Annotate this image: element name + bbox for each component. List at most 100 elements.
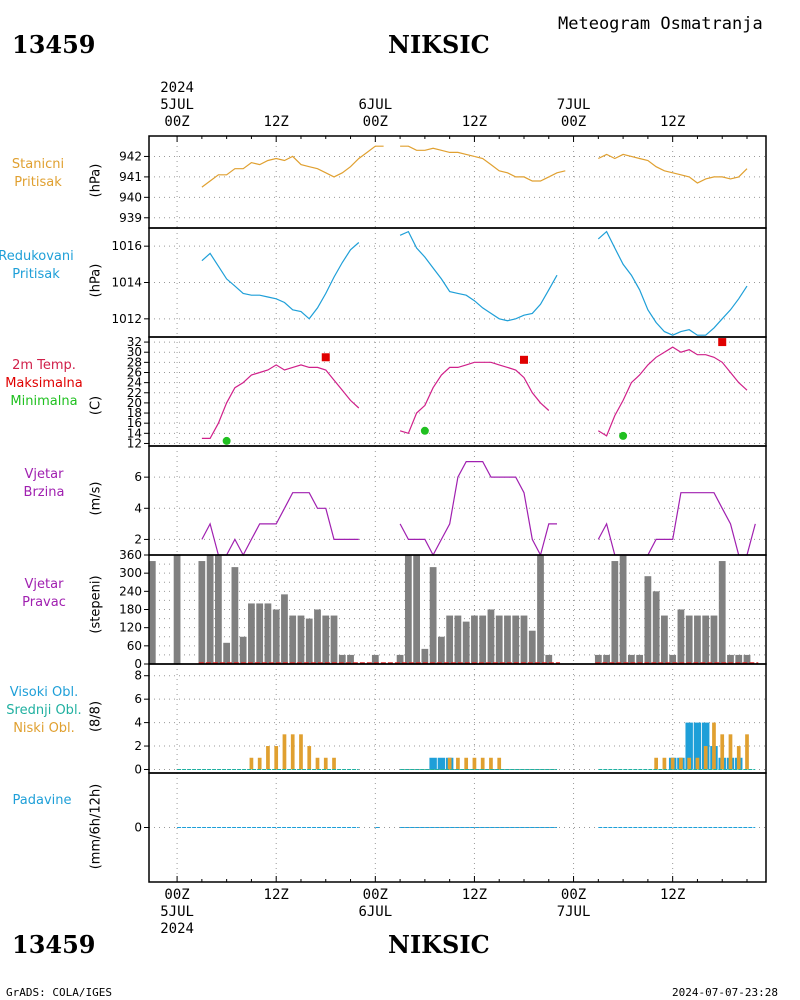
y-tick-label: 8 [134, 669, 142, 683]
wind-direction-bar [396, 654, 404, 664]
y-tick-label: 0 [134, 762, 142, 776]
wind-direction-bar [495, 615, 503, 664]
high-cloud-bar [685, 722, 693, 770]
label-wind-speed: Vjetar Brzina [0, 466, 90, 502]
low-cloud-bar [728, 734, 733, 770]
low-cloud-bar [662, 757, 667, 770]
wind-direction-bar [438, 636, 445, 664]
time-label-line: 7JUL [556, 904, 591, 920]
label-wind-direction: Vjetar Pravac [0, 576, 90, 612]
low-cloud-bar [703, 746, 708, 770]
high-cloud-bar [437, 757, 446, 770]
min-temp-marker [222, 436, 231, 445]
y-tick-label: 60 [127, 639, 142, 653]
label-station-pressure: Stanicni Pritisak [0, 156, 84, 192]
label-temperature: 2m Temp. Maksimalna Minimalna [0, 357, 90, 411]
y-tick-label: 18 [127, 406, 142, 420]
station-id-top: 13459 [12, 30, 96, 59]
wind-direction-bar [669, 654, 677, 664]
temperature-line [597, 346, 748, 437]
wind-direction-bar [537, 555, 544, 664]
time-label: 2024 5JUL 00Z [147, 80, 207, 131]
station-id-bottom: 13459 [12, 930, 96, 959]
y-tick-label: 28 [127, 355, 142, 369]
label-line: Niski Obl. [13, 721, 75, 736]
time-label-line: 00Z [560, 114, 587, 130]
y-tick-label: 360 [119, 548, 142, 562]
time-label-line: 5JUL [160, 904, 194, 920]
station-pressure-line [201, 145, 384, 188]
time-label-line: 00Z [362, 114, 388, 130]
low-cloud-bar [315, 757, 320, 770]
wind-direction-bar [413, 555, 421, 664]
time-label-line: 00Z [164, 114, 190, 130]
wind-direction-bar [743, 654, 751, 664]
low-cloud-bar [257, 757, 262, 770]
y-tick-label: 26 [127, 365, 142, 379]
time-label: 00Z 7JUL [544, 887, 604, 921]
station-name-bottom: NIKSIC [388, 930, 490, 959]
low-cloud-bar [266, 746, 270, 770]
wind-direction-bar [718, 561, 726, 664]
wind-direction-bar [677, 609, 685, 664]
wind-speed-line [399, 461, 557, 557]
y-tick-label: 0 [134, 821, 142, 835]
wind-speed-line [597, 492, 756, 556]
wind-direction-bar [446, 615, 454, 664]
y-tick-label: 120 [119, 621, 142, 635]
max-temp-marker [718, 338, 727, 347]
y-tick-label: 180 [119, 603, 142, 617]
low-cloud-bar [307, 746, 312, 770]
panel-frame [148, 135, 767, 229]
wind-direction-bar [603, 654, 610, 664]
wind-direction-bar [281, 594, 288, 664]
time-label: 12Z [643, 114, 703, 131]
y-tick-label: 6 [134, 470, 142, 484]
timestamp-text: 2024-07-07-23:28 [672, 986, 778, 999]
wind-direction-bar [504, 615, 511, 664]
wind-direction-bar [338, 654, 346, 664]
high-cloud-bar [429, 757, 437, 770]
label-line: Maksimalna [5, 376, 83, 391]
low-cloud-bar [695, 757, 700, 770]
wind-direction-bar [685, 615, 693, 664]
y-tick-label: 1014 [111, 276, 142, 290]
low-cloud-bar [497, 757, 502, 770]
time-label: 00Z 5JUL 2024 [147, 887, 207, 938]
y-tick-label: 24 [127, 376, 142, 390]
low-cloud-bar [323, 757, 328, 770]
reduced-pressure-line [201, 242, 360, 320]
panel-frame [148, 445, 767, 556]
y-tick-label: 2 [134, 532, 142, 546]
label-line: Stanicni [11, 157, 65, 172]
time-label-line: 2024 [160, 921, 194, 937]
wind-speed-line [201, 492, 359, 557]
wind-direction-bar [239, 636, 247, 664]
wind-direction-bar [652, 591, 660, 664]
wind-direction-bar [404, 555, 412, 664]
time-label-line: 6JUL [358, 97, 393, 113]
label-line: Srednji Obl. [6, 703, 82, 718]
low-cloud-bar [290, 734, 295, 770]
product-title: Meteogram Osmatranja [558, 14, 763, 34]
low-cloud-bar [712, 722, 716, 770]
y-tick-label: 6 [134, 692, 142, 706]
wind-direction-bar [173, 555, 181, 664]
time-label-line: 12Z [660, 887, 686, 903]
wind-direction-bar [462, 621, 470, 664]
wind-direction-bar [198, 561, 206, 664]
label-line: Visoki Obl. [9, 685, 79, 700]
wind-direction-bar [148, 561, 156, 664]
wind-direction-bar [545, 654, 553, 664]
y-tick-label: 30 [127, 345, 142, 359]
label-line: Padavine [12, 793, 72, 808]
wind-direction-bar [421, 648, 429, 664]
max-temp-marker [321, 353, 330, 362]
time-label-line: 12Z [660, 114, 686, 130]
low-cloud-bar [447, 757, 452, 770]
y-tick-label: 4 [134, 501, 142, 515]
time-label-line: 12Z [263, 887, 289, 903]
time-label-line: 6JUL [358, 904, 393, 920]
y-tick-label: 0 [134, 657, 142, 671]
time-label: 12Z [246, 887, 306, 904]
